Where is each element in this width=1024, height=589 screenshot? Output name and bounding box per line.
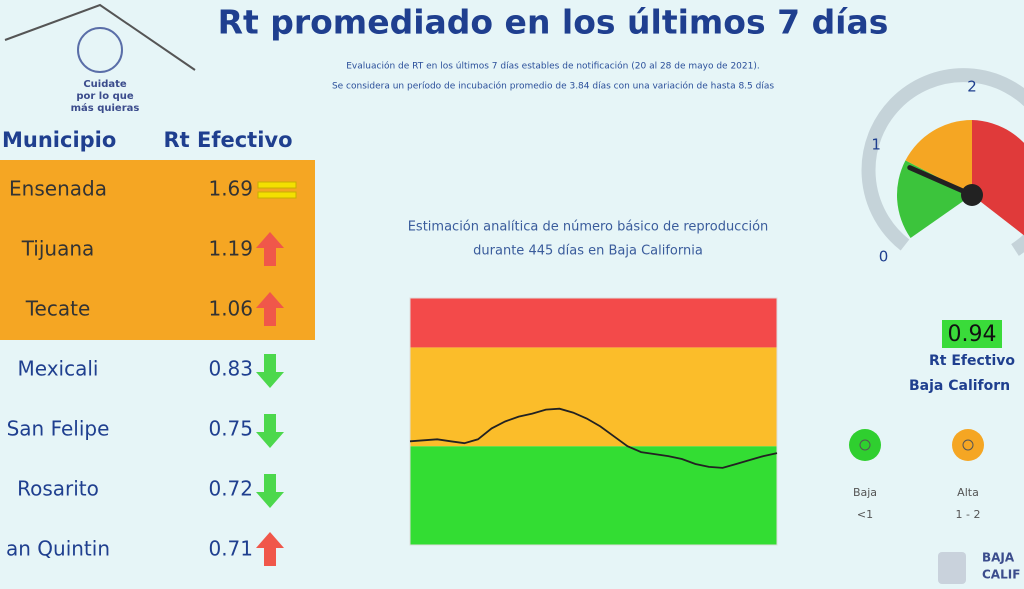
row-highlight: [0, 220, 315, 280]
column-header: Rt Efectivo: [163, 128, 292, 152]
gauge-red: [972, 120, 1024, 236]
gauge-tick: 0: [879, 247, 889, 265]
title: Rt promediado en los últimos 7 días: [218, 3, 889, 42]
zone: [410, 347, 777, 447]
plot-frame: [409, 297, 778, 546]
gauge-value-bg: [942, 320, 1002, 348]
gauge-tick: 1: [871, 136, 881, 154]
subtitle: Evaluación de RT en los últimos 7 días e…: [346, 61, 759, 72]
trend-up: [256, 232, 284, 266]
brand: BAJA: [982, 551, 1015, 565]
legend-label: Alta: [957, 486, 979, 499]
rt-value: 0.83: [208, 357, 253, 381]
municipio: San Felipe: [7, 417, 110, 441]
municipio: an Quintin: [6, 537, 110, 561]
chart-title: durante 445 días en Baja California: [473, 244, 703, 259]
gauge-rim: [861, 68, 1024, 256]
gauge-caption: Rt Efectivo: [929, 353, 1015, 369]
logo-roof: [4, 3, 196, 71]
chart-title: Estimación analítica de número básico de…: [408, 220, 769, 235]
legend-range: <1: [857, 508, 873, 521]
gauge-hub: [961, 184, 983, 206]
rt-value: 1.69: [208, 177, 253, 201]
rt-value: 1.06: [208, 297, 253, 321]
rt-value: 0.75: [208, 417, 253, 441]
logo-text: Cuidate: [83, 79, 127, 90]
municipio: Ensenada: [9, 177, 107, 201]
trend-equal: [257, 191, 297, 199]
gauge-value: 0.94: [948, 322, 997, 347]
gauge-band: [905, 120, 972, 195]
legend-range: 1 - 2: [956, 508, 981, 521]
trend-up: [256, 532, 284, 566]
rt-value: 0.71: [208, 537, 253, 561]
gauge-band: [897, 160, 972, 239]
row-highlight: [0, 160, 315, 220]
municipio: Tijuana: [21, 237, 95, 261]
subtitle: Se considera un período de incubación pr…: [332, 81, 774, 92]
legend-dot: [962, 439, 974, 451]
logo-text: por lo que: [76, 91, 133, 102]
gauge-tick: 2: [967, 78, 977, 96]
brand: CALIF: [982, 568, 1020, 582]
gauge-needle: [907, 165, 975, 198]
trend-equal: [257, 181, 297, 189]
brand-logo: [938, 552, 966, 584]
municipio: Rosarito: [17, 477, 99, 501]
logo-icon: [77, 27, 123, 73]
legend-dot: [859, 439, 871, 451]
municipio: Mexicali: [18, 357, 99, 381]
zone: [410, 298, 777, 348]
trend-up: [256, 292, 284, 326]
legend-swatch: [952, 429, 984, 461]
row-highlight: [0, 280, 315, 340]
trend-down: [256, 474, 284, 508]
trend-down: [256, 354, 284, 388]
rt-value: 1.19: [208, 237, 253, 261]
logo-text: más quieras: [71, 102, 140, 114]
rt-line: [409, 407, 778, 469]
column-header: Municipio: [2, 128, 116, 152]
zone: [410, 446, 777, 545]
legend-label: Baja: [853, 486, 877, 499]
gauge-caption: Baja Californ: [909, 378, 1010, 394]
municipio: Tecate: [25, 297, 91, 321]
trend-down: [256, 414, 284, 448]
legend-swatch: [849, 429, 881, 461]
rt-value: 0.72: [208, 477, 253, 501]
